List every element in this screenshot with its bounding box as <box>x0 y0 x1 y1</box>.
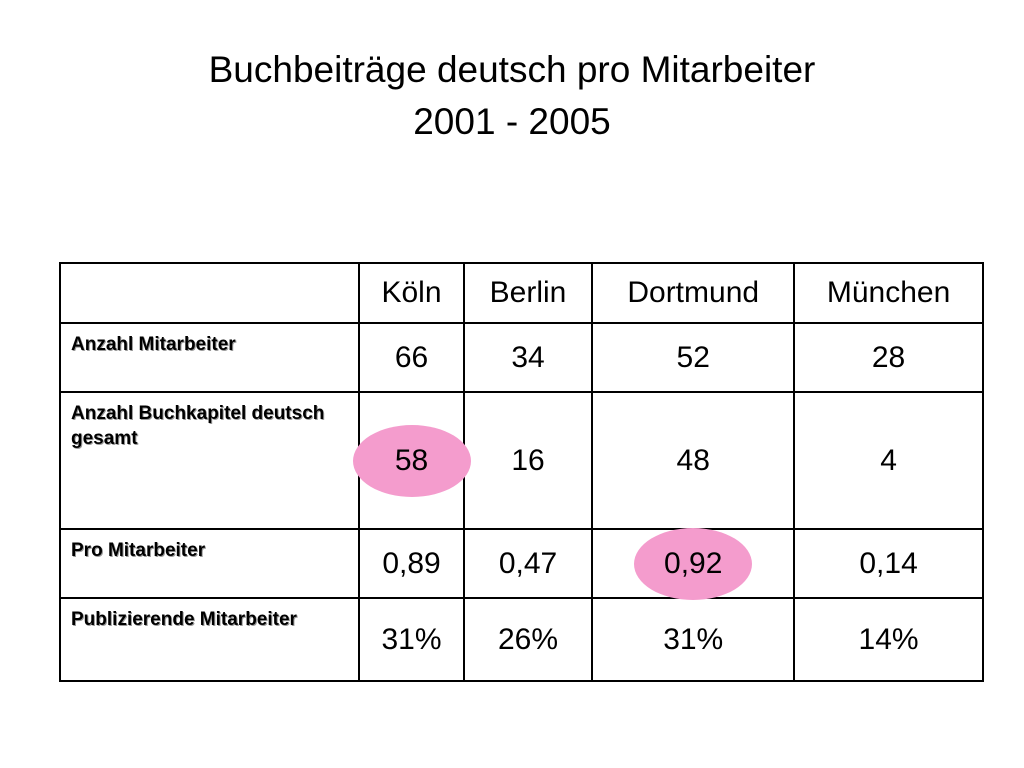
table-cell-highlighted: 58 <box>352 391 472 530</box>
table-cell: 52 <box>591 322 796 393</box>
table-cell: 0,14 <box>793 528 984 599</box>
table-cell: 0,89 <box>358 528 465 599</box>
header-cell-dortmund: Dortmund <box>591 262 796 324</box>
table-row: Pro Mitarbeiter 0,89 0,47 0,92 0,14 <box>58 527 984 600</box>
row-label: Pro Mitarbeiter <box>58 528 361 599</box>
highlight-ellipse: 0,92 <box>634 527 753 600</box>
table-cell: 34 <box>462 322 594 393</box>
table-cell: 31% <box>358 597 465 682</box>
title-line-2: 2001 - 2005 <box>413 101 611 142</box>
row-label: Anzahl Buchkapitel deutsch gesamt <box>58 391 361 530</box>
header-cell-koeln: Köln <box>358 262 465 324</box>
table-cell: 0,47 <box>462 528 594 599</box>
table-row: Anzahl Mitarbeiter 66 34 52 28 <box>58 322 984 393</box>
table-header-row: Köln Berlin Dortmund München <box>58 262 984 324</box>
header-cell-empty <box>58 262 361 324</box>
header-cell-muenchen: München <box>793 262 984 324</box>
data-table: Köln Berlin Dortmund München Anzahl Mita… <box>58 262 984 682</box>
header-cell-berlin: Berlin <box>462 262 594 324</box>
table-cell: 66 <box>358 322 465 393</box>
cell-value: 0,92 <box>664 546 723 580</box>
row-label: Anzahl Mitarbeiter <box>58 322 361 393</box>
row-label: Publizierende Mitarbeiter <box>58 597 361 682</box>
table-cell: 16 <box>462 391 594 530</box>
table-cell: 14% <box>793 597 984 682</box>
table-cell-highlighted: 0,92 <box>591 527 796 600</box>
title-line-1: Buchbeiträge deutsch pro Mitarbeiter <box>208 49 816 90</box>
table-cell: 26% <box>462 597 594 682</box>
table-cell: 31% <box>591 597 796 682</box>
highlight-ellipse: 58 <box>352 424 472 497</box>
table-row: Anzahl Buchkapitel deutsch gesamt 58 16 … <box>58 391 984 530</box>
table-cell: 48 <box>591 391 796 530</box>
table-cell: 28 <box>793 322 984 393</box>
table-cell: 4 <box>793 391 984 530</box>
table-row: Publizierende Mitarbeiter 31% 26% 31% 14… <box>58 597 984 682</box>
slide-title: Buchbeiträge deutsch pro Mitarbeiter 200… <box>0 44 1024 148</box>
cell-value: 58 <box>394 443 429 477</box>
